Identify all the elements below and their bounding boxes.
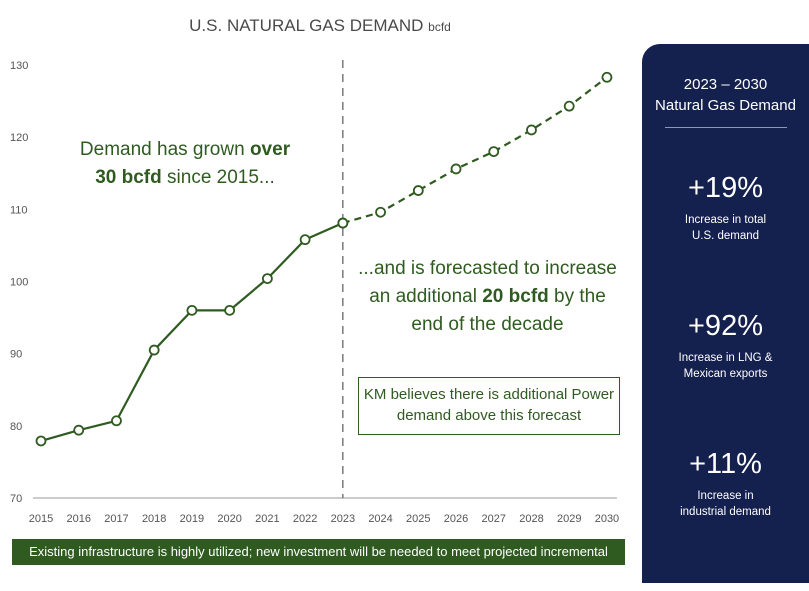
x-tick-label: 2018 [142,513,166,525]
stat-description: Increase in total U.S. demand [684,214,767,242]
summary-panel: 2023 – 2030 Natural Gas Demand +19% Incr… [642,44,809,583]
data-point-2024 [375,206,386,218]
y-tick-label: 90 [10,349,22,361]
data-point-2025 [412,185,424,196]
stat-value: +19% [688,172,763,204]
stat-industrial-demand: +11% Increase in industrial demand [642,448,809,520]
data-point-2022 [299,234,311,246]
x-tick-label: 2015 [29,513,53,525]
stat-description: Increase in LNG & Mexican exports [678,352,773,380]
x-tick-label: 2025 [406,513,430,525]
x-tick-label: 2023 [331,513,355,525]
power-demand-callout: KM believes there is additional Power de… [358,377,620,435]
y-tick-label: 110 [10,204,28,216]
y-tick-label: 130 [10,60,28,72]
x-tick-label: 2019 [180,513,204,525]
data-point-2017 [111,415,122,427]
data-point-2030 [601,71,613,83]
y-tick-label: 80 [10,421,22,433]
data-point-2020 [224,304,236,316]
y-tick-label: 70 [10,493,22,505]
growth-annotation: Demand has grown over 30 bcfd since 2015… [79,139,291,188]
stat-value: +92% [688,310,763,342]
panel-title: 2023 – 2030 Natural Gas Demand [655,76,796,114]
stat-total-demand: +19% Increase in total U.S. demand [642,172,809,244]
chart-title: U.S. NATURAL GAS DEMAND bcfd [189,16,451,35]
data-point-2023 [337,217,349,229]
data-point-2016 [73,424,85,436]
data-point-2018 [148,344,160,356]
stat-lng-exports: +92% Increase in LNG & Mexican exports [642,310,809,382]
x-tick-label: 2029 [557,513,581,525]
stat-value: +11% [689,448,762,480]
x-tick-label: 2028 [519,513,543,525]
data-point-2015 [35,435,47,447]
data-point-2027 [488,146,500,158]
x-tick-label: 2027 [482,513,506,525]
line-chart: 70 80 90 100 110 120 130 2015 2016 2017 2018 2019 20… [10,60,619,525]
y-tick-label: 100 [10,277,28,289]
x-tick-label: 2022 [293,513,317,525]
chart-title-unit: bcfd [428,20,451,34]
x-tick-label: 2030 [595,513,619,525]
data-point-2026 [450,163,462,175]
stat-description: Increase in industrial demand [680,490,771,518]
x-tick-label: 2021 [255,513,279,525]
panel-divider [664,127,787,128]
y-tick-label: 120 [10,132,28,144]
footer-banner: Existing infrastructure is highly utiliz… [12,539,625,585]
x-tick-label: 2024 [368,513,392,525]
historical-series-line [40,222,344,443]
data-point-2028 [526,124,537,136]
x-tick-label: 2017 [104,513,128,525]
x-tick-label: 2016 [66,513,90,525]
data-point-2019 [186,304,198,316]
forecast-series-line [342,76,608,225]
forecast-annotation: ...and is forecasted to increase an addi… [358,258,617,335]
x-tick-label: 2020 [217,513,241,525]
data-point-2021 [261,273,273,285]
data-point-2029 [563,100,575,112]
x-tick-label: 2026 [444,513,468,525]
